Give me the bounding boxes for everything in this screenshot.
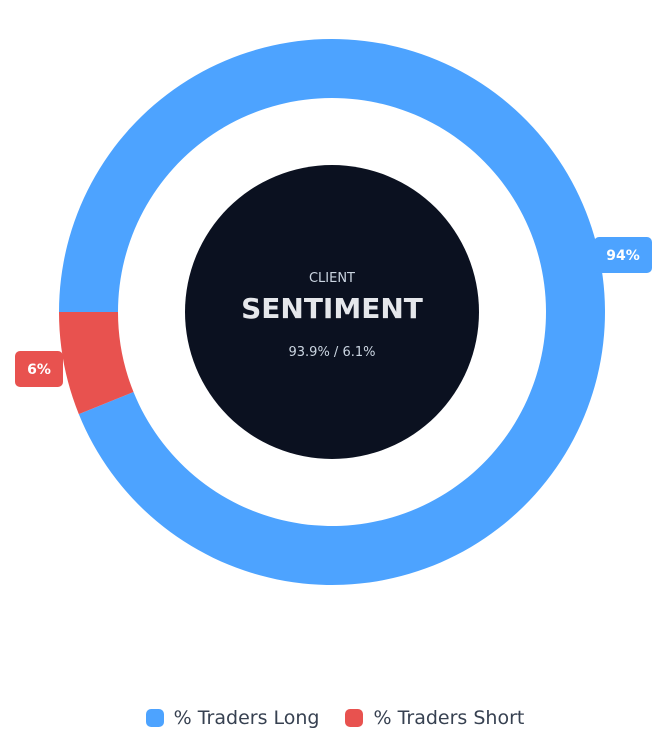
data-labels: 94% 6%: [15, 237, 652, 387]
legend: % Traders Long % Traders Short: [0, 707, 670, 729]
data-label-short-text: 6%: [27, 362, 51, 378]
slice-short[interactable]: [59, 312, 134, 415]
legend-label-long: % Traders Long: [173, 707, 320, 729]
legend-label-short: % Traders Short: [373, 707, 525, 729]
legend-swatch-short: [345, 709, 364, 727]
center-circle: [185, 165, 479, 459]
legend-item-short[interactable]: % Traders Short: [345, 707, 524, 729]
legend-swatch-long: [145, 709, 164, 727]
center-ratio: 93.9% / 6.1%: [289, 345, 376, 360]
data-label-long-box: [594, 237, 652, 273]
data-label-short: 6%: [15, 351, 63, 387]
donut-ring: [59, 38, 605, 585]
data-label-short-box: [15, 351, 63, 387]
data-label-long-text: 94%: [606, 248, 640, 264]
center-title: SENTIMENT: [241, 292, 423, 325]
center-top-label: CLIENT: [309, 271, 355, 286]
data-label-long: 94%: [594, 237, 652, 273]
legend-item-long[interactable]: % Traders Long: [145, 707, 320, 729]
